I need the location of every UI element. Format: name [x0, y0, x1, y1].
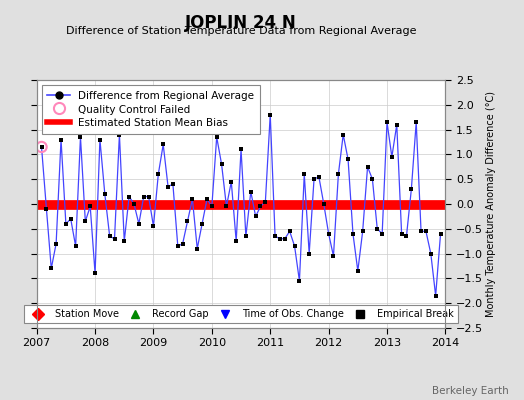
Point	[96, 136, 104, 143]
Point	[397, 230, 406, 237]
Point	[315, 174, 323, 180]
Point	[422, 228, 430, 234]
Point	[71, 243, 80, 249]
Point	[91, 270, 99, 277]
Point	[198, 221, 206, 227]
Point	[213, 134, 221, 140]
Point	[193, 246, 201, 252]
Point	[300, 171, 309, 178]
Point	[266, 112, 275, 118]
Point	[305, 250, 313, 257]
Point	[217, 161, 226, 168]
Point	[427, 250, 435, 257]
Point	[290, 243, 299, 249]
Point	[339, 131, 347, 138]
Point	[320, 201, 328, 207]
Text: JOPLIN 24 N: JOPLIN 24 N	[185, 14, 297, 32]
Point	[431, 292, 440, 299]
Point	[57, 136, 65, 143]
Point	[271, 233, 279, 240]
Point	[237, 146, 245, 153]
Point	[222, 203, 231, 210]
Y-axis label: Monthly Temperature Anomaly Difference (°C): Monthly Temperature Anomaly Difference (…	[486, 91, 496, 317]
Point	[37, 144, 46, 150]
Point	[247, 188, 255, 195]
Point	[188, 196, 196, 202]
Point	[169, 181, 177, 187]
Point	[164, 184, 172, 190]
Point	[154, 171, 162, 178]
Point	[436, 230, 445, 237]
Point	[139, 193, 148, 200]
Point	[125, 193, 133, 200]
Point	[310, 176, 318, 182]
Point	[363, 164, 372, 170]
Point	[242, 233, 250, 240]
Point	[101, 191, 109, 197]
Point	[179, 240, 187, 247]
Point	[354, 268, 362, 274]
Point	[203, 196, 211, 202]
Point	[334, 171, 343, 178]
Point	[417, 228, 425, 234]
Point	[344, 156, 352, 162]
Point	[183, 218, 192, 224]
Point	[62, 221, 70, 227]
Point	[86, 203, 94, 210]
Point	[52, 240, 60, 247]
Point	[373, 226, 381, 232]
Point	[105, 233, 114, 240]
Point	[388, 154, 396, 160]
Point	[378, 230, 386, 237]
Point	[324, 230, 333, 237]
Point	[47, 265, 56, 272]
Point	[402, 233, 411, 240]
Point	[261, 198, 269, 205]
Point	[81, 218, 90, 224]
Point	[227, 178, 235, 185]
Point	[329, 253, 337, 259]
Point	[286, 228, 294, 234]
Point	[77, 134, 85, 140]
Point	[349, 230, 357, 237]
Point	[256, 203, 265, 210]
Point	[358, 228, 367, 234]
Point	[67, 216, 75, 222]
Point	[276, 236, 284, 242]
Point	[149, 223, 158, 230]
Point	[173, 243, 182, 249]
Point	[392, 122, 401, 128]
Point	[120, 238, 128, 244]
Point	[232, 238, 241, 244]
Text: Difference of Station Temperature Data from Regional Average: Difference of Station Temperature Data f…	[66, 26, 416, 36]
Point	[135, 221, 143, 227]
Point	[368, 176, 377, 182]
Legend: Station Move, Record Gap, Time of Obs. Change, Empirical Break: Station Move, Record Gap, Time of Obs. C…	[24, 305, 458, 323]
Point	[159, 141, 167, 148]
Point	[383, 119, 391, 125]
Point	[252, 213, 260, 220]
Point	[407, 186, 416, 192]
Point	[115, 131, 124, 138]
Point	[145, 193, 153, 200]
Point	[412, 119, 420, 125]
Point	[37, 144, 46, 150]
Text: Berkeley Earth: Berkeley Earth	[432, 386, 508, 396]
Point	[130, 201, 138, 207]
Point	[208, 203, 216, 210]
Point	[295, 278, 303, 284]
Point	[281, 236, 289, 242]
Point	[111, 236, 119, 242]
Point	[42, 206, 51, 212]
